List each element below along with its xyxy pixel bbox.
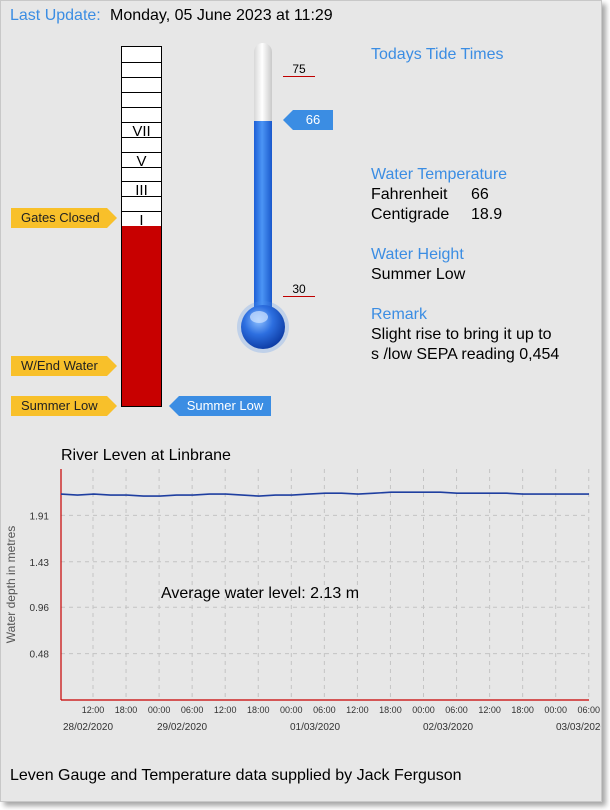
- fahrenheit-label: Fahrenheit: [371, 186, 448, 203]
- remark-line-1: Slight rise to bring it up to: [371, 326, 552, 343]
- x-date-label: 29/02/2020: [157, 722, 207, 733]
- y-axis-label: Water depth in metres: [4, 526, 18, 644]
- x-tick-label: 12:00: [478, 705, 501, 715]
- chart-title: River Leven at Linbrane: [61, 447, 231, 464]
- thermometer-max-label: 75: [283, 62, 315, 77]
- y-tick-label: 1.91: [30, 511, 50, 522]
- gauge-row: [122, 62, 161, 77]
- last-update-label: Last Update:: [10, 7, 101, 24]
- x-tick-label: 00:00: [412, 705, 435, 715]
- thermometer-fill: [254, 121, 272, 321]
- x-date-label: 03/03/2020: [556, 722, 601, 733]
- x-tick-label: 00:00: [544, 705, 567, 715]
- remark-heading: Remark: [371, 306, 428, 323]
- centigrade-value: 18.9: [471, 206, 503, 223]
- water-height-value: Summer Low: [371, 266, 466, 283]
- x-tick-label: 18:00: [247, 705, 270, 715]
- footer-credit: Leven Gauge and Temperature data supplie…: [10, 767, 462, 784]
- remark-line-2: s /low SEPA reading 0,454: [371, 346, 560, 363]
- summer-low-tag: Summer Low: [11, 396, 117, 416]
- x-tick-label: 12:00: [82, 705, 105, 715]
- gauge-row: [122, 137, 161, 152]
- wend-water-tag: W/End Water: [11, 356, 117, 376]
- chart-annotation: Average water level: 2.13 m: [161, 585, 359, 602]
- x-tick-label: 18:00: [379, 705, 402, 715]
- x-tick-label: 06:00: [181, 705, 204, 715]
- gauge-row: [122, 77, 161, 92]
- thermometer: [237, 43, 289, 353]
- x-date-label: 01/03/2020: [290, 722, 340, 733]
- gauge-marker-i: I: [122, 211, 161, 229]
- level-pointer: Summer Low: [169, 396, 271, 416]
- x-tick-label: 18:00: [115, 705, 138, 715]
- gauge-row: [122, 196, 161, 211]
- x-tick-label: 12:00: [346, 705, 369, 715]
- gauge-row: [122, 167, 161, 182]
- x-tick-label: 12:00: [214, 705, 237, 715]
- x-tick-label: 00:00: [280, 705, 303, 715]
- gates-closed-tag: Gates Closed: [11, 208, 117, 228]
- thermometer-value-tag: 66: [283, 110, 333, 130]
- water-temperature-heading: Water Temperature: [371, 166, 508, 183]
- gauge-row: [122, 107, 161, 122]
- x-tick-label: 06:00: [577, 705, 600, 715]
- x-tick-label: 06:00: [313, 705, 336, 715]
- level-gauge: VII V III I: [121, 46, 162, 407]
- last-update-value: Monday, 05 June 2023 at 11:29: [110, 7, 333, 24]
- gauge-level-fill: [122, 226, 161, 406]
- gauge-marker-vii: VII: [122, 122, 161, 140]
- water-height-heading: Water Height: [371, 246, 464, 263]
- y-tick-label: 0.96: [30, 603, 50, 614]
- x-tick-label: 18:00: [511, 705, 534, 715]
- x-date-label: 28/02/2020: [63, 722, 113, 733]
- x-tick-label: 00:00: [148, 705, 171, 715]
- tide-times-link[interactable]: Todays Tide Times: [371, 46, 504, 63]
- x-tick-label: 06:00: [445, 705, 468, 715]
- fahrenheit-value: 66: [471, 186, 489, 203]
- thermometer-min-label: 30: [283, 282, 315, 297]
- y-tick-label: 0.48: [30, 650, 50, 661]
- thermometer-bulb: [241, 305, 285, 349]
- y-tick-label: 1.43: [30, 558, 50, 569]
- series-line: [60, 491, 589, 497]
- main-panel: Last Update: Monday, 05 June 2023 at 11:…: [0, 0, 602, 802]
- gauge-marker-v: V: [122, 152, 161, 170]
- gauge-marker-iii: III: [122, 181, 161, 199]
- centigrade-label: Centigrade: [371, 206, 450, 223]
- x-date-label: 02/03/2020: [423, 722, 473, 733]
- river-level-chart: 12:00 18:00 00:00 06:00 12:00 18:00 00:00 06:00…: [4, 469, 601, 733]
- gauge-row: [122, 92, 161, 107]
